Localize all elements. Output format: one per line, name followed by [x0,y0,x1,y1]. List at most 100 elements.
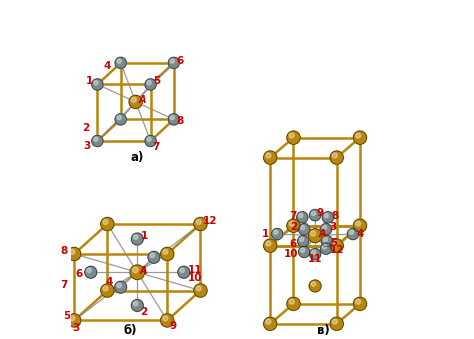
Circle shape [310,248,321,260]
Circle shape [356,221,361,226]
Text: 7: 7 [60,280,67,290]
Text: 4: 4 [356,229,364,239]
Circle shape [117,59,121,63]
Circle shape [297,212,308,223]
Text: 11: 11 [188,264,202,275]
Circle shape [301,248,305,252]
Circle shape [145,135,156,147]
Text: 12: 12 [203,216,218,226]
Text: 8: 8 [331,211,338,221]
Text: 2: 2 [140,307,147,317]
Circle shape [311,211,316,216]
Circle shape [309,280,321,292]
Circle shape [70,249,75,254]
Circle shape [330,317,343,331]
Circle shape [103,286,108,291]
Circle shape [170,59,174,63]
Text: 9: 9 [317,207,324,218]
Circle shape [311,250,316,254]
Circle shape [264,239,277,252]
Text: 4: 4 [105,277,112,287]
Circle shape [320,224,332,235]
Circle shape [332,153,337,158]
Circle shape [273,230,278,234]
Circle shape [92,79,103,90]
Circle shape [117,115,121,120]
Circle shape [356,299,361,304]
Circle shape [168,114,180,125]
Text: 1: 1 [85,76,93,86]
Circle shape [330,239,343,252]
Circle shape [347,228,359,240]
Text: 6: 6 [176,56,184,66]
Text: 7: 7 [152,142,160,152]
Text: б): б) [124,324,137,337]
Text: A: A [138,95,146,105]
Circle shape [70,316,75,321]
Circle shape [353,219,366,232]
Circle shape [180,268,184,273]
Text: а): а) [131,151,144,164]
Circle shape [332,319,337,324]
Circle shape [332,241,337,246]
Circle shape [115,114,127,125]
Circle shape [87,268,91,273]
Circle shape [148,251,160,263]
Circle shape [196,286,201,291]
Circle shape [321,236,333,247]
Circle shape [322,212,334,223]
Circle shape [353,297,366,311]
Circle shape [299,224,310,235]
Circle shape [194,217,207,231]
Circle shape [133,235,138,239]
Circle shape [115,57,127,68]
Circle shape [322,225,327,230]
Text: 5: 5 [64,312,71,321]
Circle shape [287,297,300,311]
Circle shape [131,233,143,245]
Circle shape [132,267,138,273]
Circle shape [356,133,361,138]
Circle shape [311,282,316,286]
Circle shape [194,284,207,297]
Circle shape [324,213,328,218]
Circle shape [92,135,103,147]
Text: 5: 5 [330,238,337,248]
Text: 10: 10 [283,248,298,259]
Text: 11: 11 [308,254,322,264]
Circle shape [163,249,168,254]
Circle shape [330,151,343,164]
Circle shape [94,81,98,85]
Circle shape [147,137,151,141]
Circle shape [299,246,310,258]
Text: 1: 1 [141,231,148,241]
Circle shape [289,221,294,226]
Circle shape [170,115,174,120]
Circle shape [161,314,174,327]
Text: A: A [319,229,326,239]
Circle shape [67,247,81,261]
Circle shape [129,95,142,108]
Circle shape [323,237,328,241]
Circle shape [117,283,121,287]
Text: 6: 6 [289,239,297,249]
Text: A: A [140,265,147,276]
Circle shape [289,299,294,304]
Circle shape [145,79,156,90]
Circle shape [103,219,108,224]
Text: 7: 7 [289,211,296,221]
Circle shape [301,225,305,230]
Circle shape [101,217,114,231]
Circle shape [85,266,97,278]
Circle shape [168,57,180,68]
Circle shape [264,151,277,164]
Circle shape [320,243,332,254]
Circle shape [287,131,300,144]
Text: 2: 2 [290,222,298,232]
Circle shape [322,245,327,249]
Circle shape [130,265,145,280]
Circle shape [266,153,271,158]
Circle shape [353,131,366,144]
Circle shape [264,317,277,331]
Text: 3: 3 [72,323,80,333]
